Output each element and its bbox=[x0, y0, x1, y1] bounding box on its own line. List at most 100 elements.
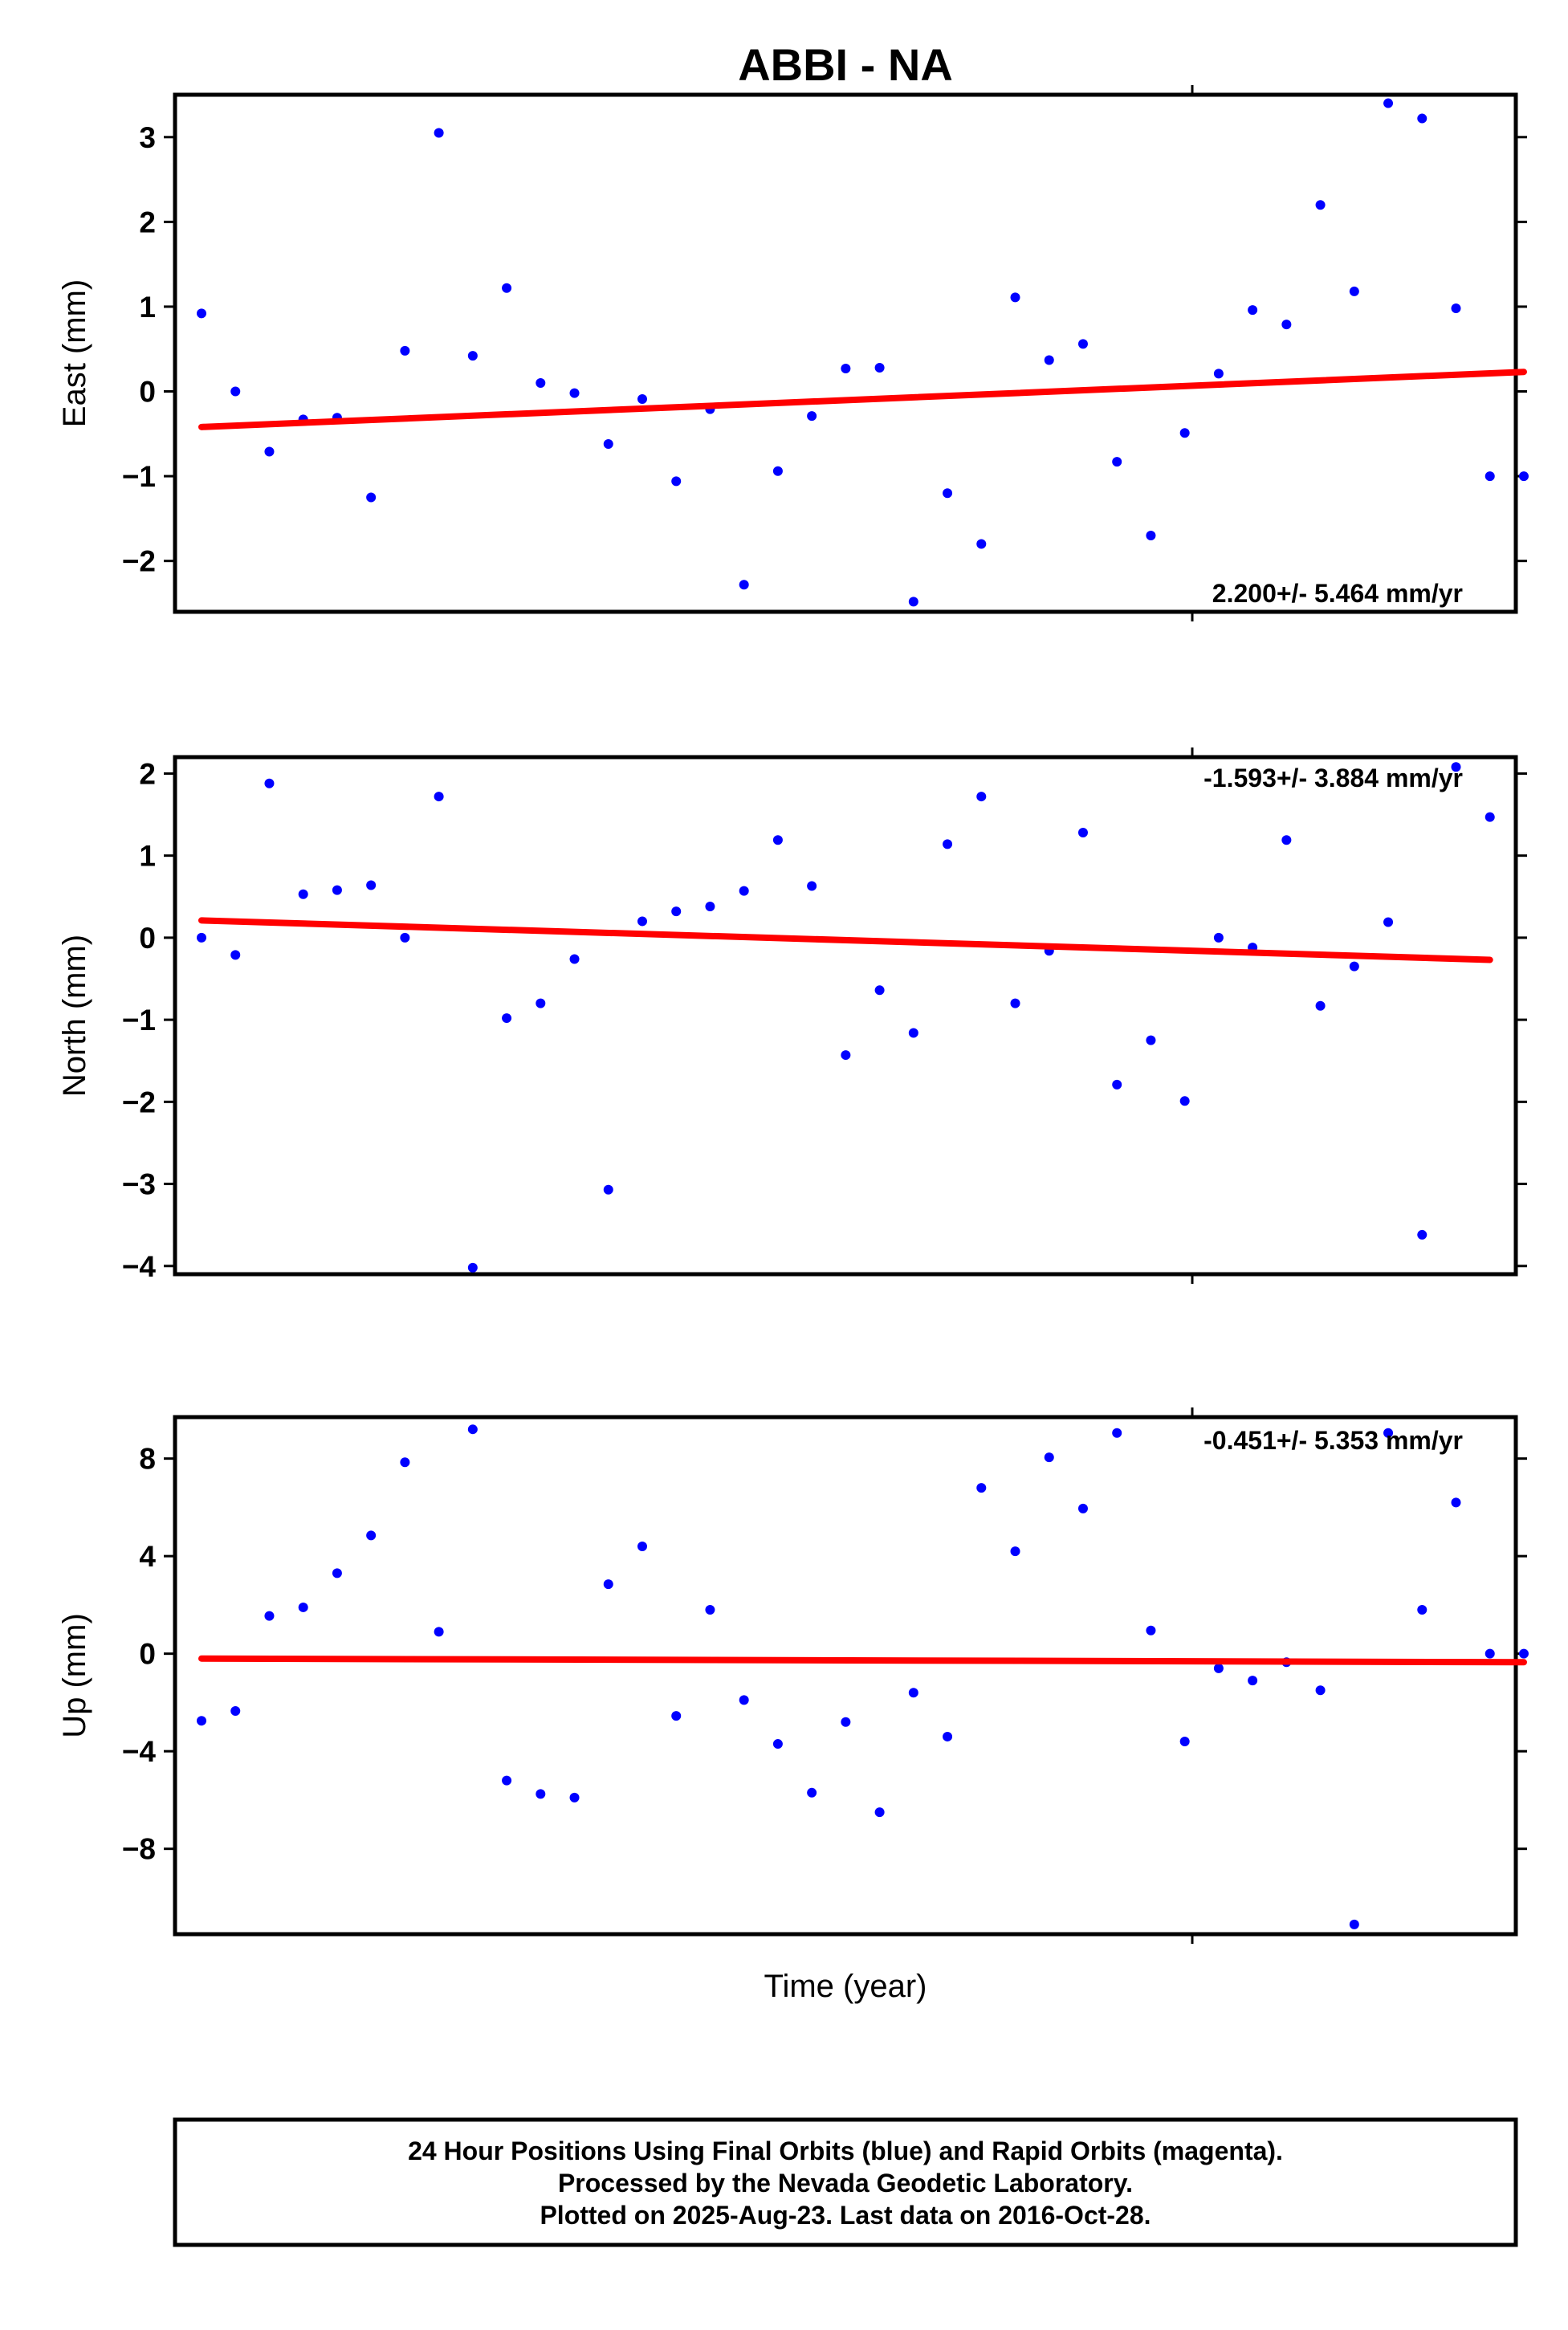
east-ytick-label: 3 bbox=[139, 121, 156, 154]
east-data-point bbox=[1044, 355, 1054, 365]
up-data-point bbox=[1451, 1497, 1461, 1508]
north-data-point bbox=[467, 1262, 478, 1273]
up-data-point bbox=[400, 1457, 410, 1468]
north-data-point bbox=[874, 985, 885, 996]
up-data-point bbox=[1044, 1452, 1054, 1463]
east-ytick-label: 1 bbox=[139, 291, 156, 324]
north-data-point bbox=[1451, 762, 1461, 772]
north-data-point bbox=[1383, 917, 1394, 927]
east-data-point bbox=[1451, 303, 1461, 314]
up-data-point bbox=[467, 1424, 478, 1435]
north-ytick-label: 0 bbox=[139, 922, 156, 955]
up-data-point bbox=[908, 1688, 918, 1698]
east-data-point bbox=[569, 388, 580, 398]
up-data-point bbox=[1485, 1648, 1495, 1659]
east-data-point bbox=[366, 492, 377, 503]
north-ytick-label: 2 bbox=[139, 757, 156, 790]
east-data-point bbox=[637, 394, 647, 405]
up-data-point bbox=[807, 1787, 817, 1798]
x-axis-label: Time (year) bbox=[764, 1969, 927, 2004]
east-data-point bbox=[1417, 113, 1427, 124]
north-data-point bbox=[366, 880, 377, 890]
up-y-axis-label: Up (mm) bbox=[57, 1613, 92, 1738]
north-ytick-label: −3 bbox=[122, 1168, 156, 1201]
east-data-point bbox=[1112, 457, 1122, 467]
east-panel: 3 2 1 0 −1 −2 East (mm) 2.200+/- 5.464 mm/yr bbox=[57, 85, 1529, 621]
east-data-point bbox=[874, 362, 885, 373]
north-data-point bbox=[1179, 1096, 1190, 1106]
east-ytick-label: −2 bbox=[122, 545, 156, 578]
east-data-point bbox=[502, 283, 512, 293]
east-data-point bbox=[197, 308, 206, 319]
east-data-point bbox=[943, 488, 953, 499]
north-panel: 2 1 0 −1 −2 −3 −4 North (mm) -1.593+/- 3.884 mm/… bbox=[57, 747, 1527, 1284]
north-data-point bbox=[1213, 932, 1224, 943]
up-data-point bbox=[1010, 1546, 1020, 1557]
up-data-point bbox=[1213, 1663, 1224, 1673]
up-data-point bbox=[264, 1611, 275, 1621]
up-data-point bbox=[1077, 1503, 1088, 1513]
up-data-point bbox=[1518, 1648, 1529, 1659]
up-data-point bbox=[1146, 1625, 1156, 1635]
north-data-point bbox=[637, 916, 647, 927]
north-data-point bbox=[434, 792, 444, 802]
up-panel: 8 4 0 −4 −8 Up (mm) -0.451+/- 5.353 mm/yr bbox=[57, 1407, 1529, 1944]
east-data-point bbox=[1281, 320, 1292, 330]
east-ytick-label: −1 bbox=[122, 460, 156, 493]
up-data-point bbox=[739, 1695, 749, 1705]
north-data-point bbox=[1112, 1079, 1122, 1090]
east-data-point bbox=[807, 411, 817, 422]
north-data-point bbox=[772, 835, 783, 845]
east-y-axis-label: East (mm) bbox=[57, 279, 92, 427]
east-data-point bbox=[1179, 428, 1190, 438]
up-data-point bbox=[671, 1711, 682, 1721]
up-data-point bbox=[536, 1789, 546, 1799]
up-data-point bbox=[1179, 1737, 1190, 1747]
north-rate-label: -1.593+/- 3.884 mm/yr bbox=[1203, 764, 1463, 792]
north-data-point bbox=[1010, 998, 1020, 1008]
east-data-point bbox=[976, 539, 987, 549]
east-data-point bbox=[467, 351, 478, 361]
up-data-point bbox=[1417, 1604, 1427, 1615]
up-ytick-label: 8 bbox=[139, 1443, 156, 1476]
east-ytick-label: 0 bbox=[139, 376, 156, 409]
north-data-point bbox=[671, 906, 682, 917]
north-data-point bbox=[1077, 828, 1088, 838]
up-plot-frame bbox=[173, 1415, 1518, 1937]
east-data-point bbox=[772, 466, 783, 476]
east-data-point bbox=[1518, 471, 1529, 482]
up-data-point bbox=[1315, 1685, 1326, 1696]
east-data-point bbox=[1248, 305, 1258, 316]
up-data-point bbox=[197, 1716, 206, 1726]
north-data-point bbox=[1485, 812, 1495, 822]
north-data-point bbox=[1281, 835, 1292, 845]
up-data-point bbox=[434, 1627, 444, 1637]
up-data-point bbox=[603, 1579, 613, 1590]
east-data-point bbox=[264, 446, 275, 457]
east-data-point bbox=[1077, 339, 1088, 349]
east-rate-label: 2.200+/- 5.464 mm/yr bbox=[1212, 579, 1463, 608]
north-plot-frame bbox=[173, 755, 1518, 1277]
up-data-point bbox=[1112, 1428, 1122, 1438]
up-data-point bbox=[332, 1568, 342, 1578]
north-data-point bbox=[908, 1028, 918, 1038]
north-data-point bbox=[264, 778, 275, 788]
up-data-point bbox=[230, 1706, 241, 1717]
up-data-point bbox=[874, 1807, 885, 1818]
north-ytick-label: −2 bbox=[122, 1086, 156, 1118]
up-ytick-label: 4 bbox=[139, 1540, 156, 1573]
up-data-point bbox=[1248, 1676, 1258, 1686]
east-data-point bbox=[739, 580, 749, 590]
north-data-point bbox=[841, 1050, 851, 1061]
caption-box bbox=[173, 2117, 1518, 2247]
east-data-point bbox=[841, 364, 851, 374]
east-plot-frame bbox=[173, 92, 1518, 614]
north-data-point bbox=[536, 998, 546, 1008]
up-rate-label: -0.451+/- 5.353 mm/yr bbox=[1203, 1426, 1463, 1455]
east-data-point bbox=[536, 377, 546, 388]
east-data-point bbox=[671, 476, 682, 487]
east-data-point bbox=[1485, 471, 1495, 482]
east-data-point bbox=[1349, 286, 1359, 296]
north-data-point bbox=[1349, 961, 1359, 972]
